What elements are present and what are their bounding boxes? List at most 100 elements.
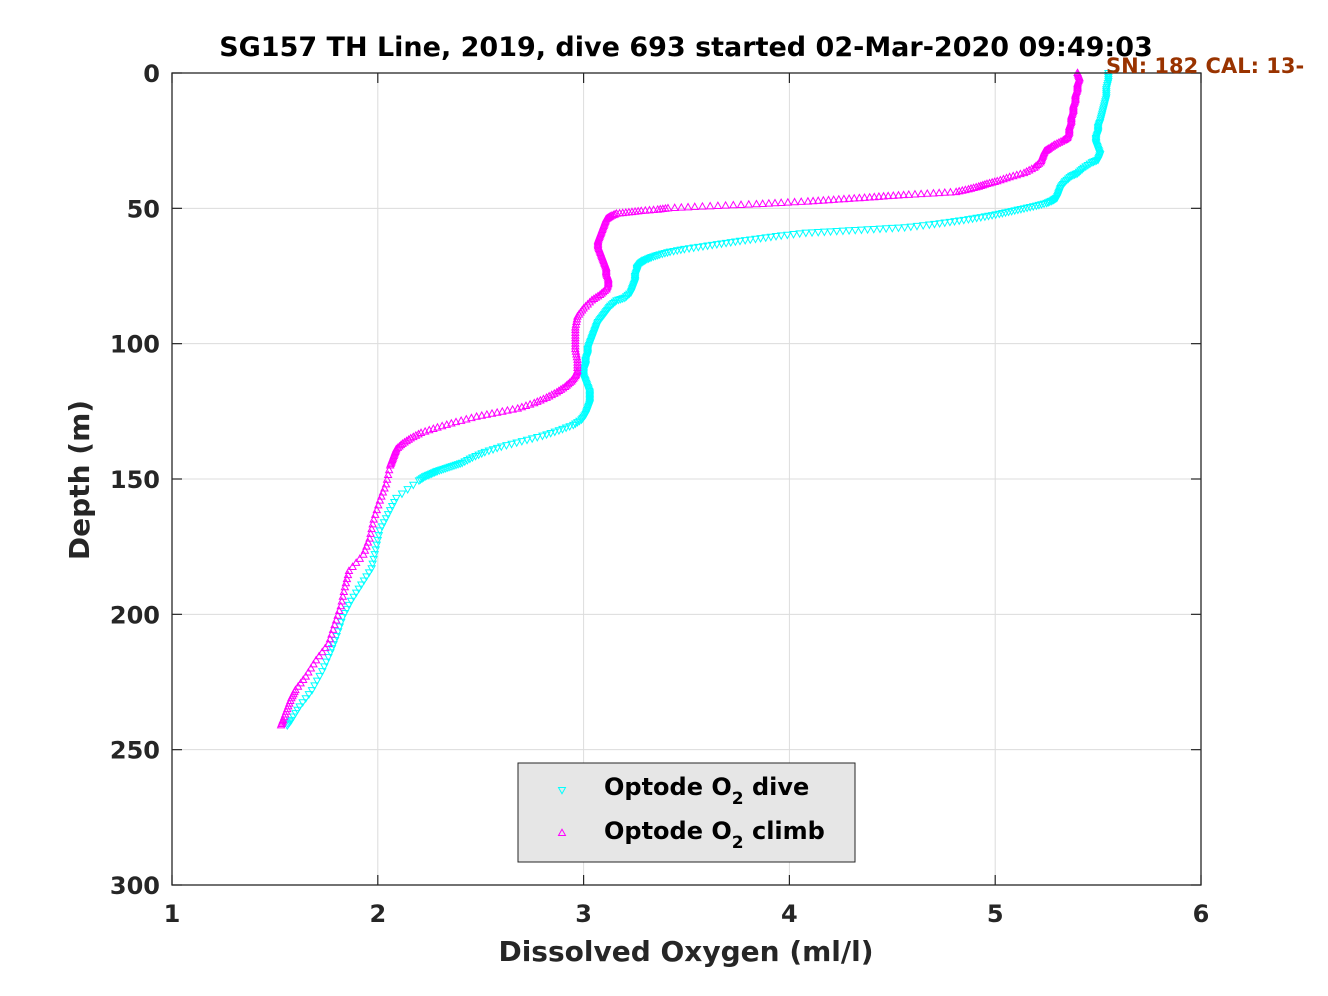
climb-data-point (922, 188, 932, 197)
climb-data-point (677, 202, 686, 211)
dive-data-point (1034, 201, 1044, 210)
dive-data-point (1102, 84, 1112, 93)
climb-data-point (330, 620, 339, 629)
climb-data-point (1060, 134, 1070, 143)
climb-data-point (348, 562, 357, 570)
climb-data-point (1008, 171, 1018, 180)
dive-data-point (408, 481, 418, 490)
dive-data-point (1098, 108, 1108, 117)
climb-data-point (373, 500, 383, 509)
dive-data-point (1101, 92, 1111, 101)
climb-data-point (589, 294, 599, 303)
climb-data-point (869, 192, 879, 201)
dive-data-point (480, 448, 490, 457)
climb-data-point (736, 200, 746, 208)
dive-data-point (832, 227, 842, 236)
climb-data-point (1048, 140, 1058, 149)
dive-data-point (964, 216, 973, 224)
dive-data-point (1013, 206, 1023, 215)
climb-data-point (560, 382, 570, 390)
dive-data-point (512, 439, 522, 448)
climb-data-point (776, 198, 786, 206)
dive-data-point (1042, 199, 1051, 208)
dive-data-point (689, 244, 699, 253)
climb-data-point (813, 196, 823, 204)
dive-data-point (1099, 102, 1109, 111)
dive-data-point (351, 589, 361, 598)
climb-data-point (595, 290, 605, 298)
y-tick-label: 250 (110, 737, 160, 765)
dive-data-point (945, 218, 955, 227)
dive-data-point (389, 498, 399, 507)
dive-data-point (863, 226, 872, 235)
dive-data-point (918, 222, 928, 231)
dive-data-point (912, 222, 922, 231)
climb-data-point (497, 406, 507, 415)
legend-climb-marker (557, 828, 567, 837)
climb-data-point (883, 191, 893, 200)
climb-data-point (670, 203, 680, 212)
y-tick-label: 150 (110, 466, 160, 494)
dive-data-point (307, 687, 317, 695)
dive-data-point (1007, 208, 1017, 216)
climb-data-point (1016, 169, 1025, 178)
climb-data-point (566, 376, 576, 385)
dive-data-point (751, 235, 760, 244)
dive-data-point (1010, 207, 1020, 216)
climb-data-point (325, 634, 335, 643)
dive-data-point (1039, 200, 1049, 209)
climb-data-point (562, 380, 571, 389)
climb-data-point (783, 197, 793, 206)
dive-data-point (367, 565, 376, 574)
y-axis-label: Depth (m) (63, 400, 96, 560)
climb-data-point (1043, 144, 1053, 153)
dive-data-point (894, 224, 903, 233)
climb-data-point (276, 720, 286, 729)
climb-data-point (529, 398, 539, 407)
climb-data-point (874, 192, 884, 200)
dive-data-point (1097, 112, 1107, 121)
legend-box (517, 762, 856, 863)
climb-data-point (899, 190, 908, 199)
climb-data-point (517, 402, 527, 411)
climb-data-point (1044, 143, 1054, 152)
dive-data-point (887, 224, 897, 233)
climb-data-point (770, 198, 780, 207)
dive-data-point (621, 293, 631, 302)
dive-data-point (826, 228, 835, 237)
dive-data-point (1101, 90, 1111, 99)
y-tick-label: 100 (110, 331, 160, 359)
dive-data-point (1101, 88, 1111, 97)
dive-data-point (372, 541, 382, 550)
climb-data-point (293, 681, 303, 690)
dive-data-point (795, 230, 805, 239)
climb-data-point (1058, 135, 1068, 144)
dive-data-point (568, 421, 578, 430)
dive-data-point (745, 236, 755, 245)
x-tick-label: 4 (781, 900, 798, 928)
y-tick-label: 50 (127, 195, 160, 223)
dive-data-point (1104, 78, 1113, 86)
climb-data-point (306, 663, 316, 672)
dive-data-point (359, 577, 369, 586)
dive-data-point (665, 248, 675, 257)
climb-data-point (309, 659, 318, 668)
climb-data-point (398, 439, 407, 447)
climb-data-point (1050, 139, 1060, 148)
dive-data-point (717, 240, 726, 249)
climb-data-point (467, 413, 476, 422)
dive-data-point (807, 229, 817, 238)
climb-data-point (395, 441, 404, 450)
dive-data-point (1100, 100, 1110, 109)
climb-data-point (604, 212, 614, 221)
grid-lines (171, 72, 1202, 886)
climb-data-point (331, 615, 341, 624)
climb-data-point (888, 191, 898, 199)
climb-data-point (1019, 168, 1029, 177)
dive-data-point (924, 221, 934, 230)
climb-data-point (451, 417, 461, 426)
dive-data-point (820, 228, 829, 237)
climb-data-point (894, 190, 903, 199)
climb-data-point (513, 403, 523, 412)
